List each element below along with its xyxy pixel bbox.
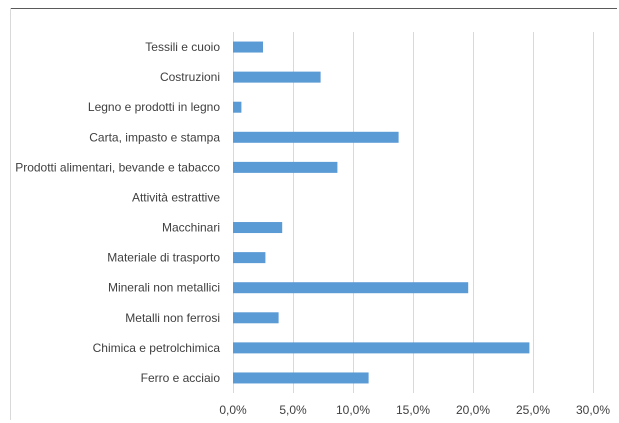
x-tick-label: 15,0% (396, 403, 430, 417)
left-border (10, 8, 11, 420)
x-tick-label: 25,0% (516, 403, 550, 417)
bar (233, 282, 469, 294)
category-label: Costruzioni (160, 70, 220, 84)
x-tick-label: 0,0% (219, 403, 247, 417)
gridlines (233, 32, 594, 393)
category-label: Attività estrattive (132, 190, 220, 204)
x-tick-label: 10,0% (336, 403, 370, 417)
bar (233, 312, 279, 324)
bar (233, 342, 530, 354)
category-labels: Tessili e cuoio Costruzioni Legno e prodot… (15, 40, 220, 385)
bar (233, 222, 283, 234)
category-label: Metalli non ferrosi (125, 311, 220, 325)
category-label: Legno e prodotti in legno (88, 100, 220, 114)
bars (233, 41, 530, 384)
category-label: Macchinari (162, 221, 220, 235)
top-border (10, 8, 617, 9)
category-label: Materiale di trasporto (107, 251, 220, 265)
bar (233, 41, 263, 53)
category-label: Carta, impasto e stampa (89, 130, 220, 144)
bar (233, 71, 321, 83)
bar (233, 131, 399, 143)
x-tick-label: 30,0% (576, 403, 610, 417)
x-tick-label: 5,0% (279, 403, 307, 417)
category-label: Ferro e acciaio (141, 371, 221, 385)
category-label: Tessili e cuoio (145, 40, 220, 54)
category-label: Minerali non metallici (108, 281, 220, 295)
bar (233, 372, 369, 384)
x-tick-label: 20,0% (456, 403, 490, 417)
category-label: Chimica e petrolchimica (93, 341, 221, 355)
bar (233, 101, 242, 113)
bar (233, 252, 266, 264)
x-tick-labels: 0,0% 5,0% 10,0% 15,0% 20,0% 25,0% 30,0% (219, 403, 610, 417)
bar (233, 161, 338, 173)
category-label: Prodotti alimentari, bevande e tabacco (15, 160, 220, 174)
